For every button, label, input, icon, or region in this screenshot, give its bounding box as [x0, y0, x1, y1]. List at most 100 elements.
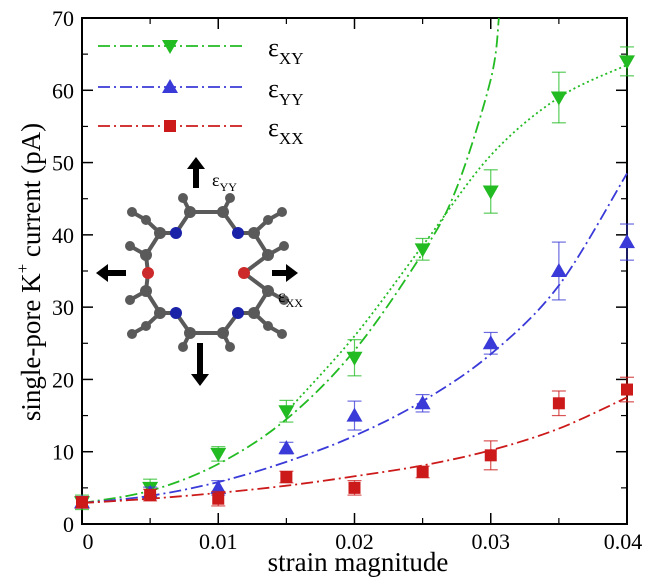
- legend-label-symbol: ε: [268, 113, 279, 142]
- carbon-atom: [141, 321, 151, 331]
- legend-entry-yy: εYY: [98, 74, 303, 109]
- carbon-atom: [154, 307, 166, 319]
- inset-label-xx: εXX: [278, 286, 303, 310]
- data-point-xy: [619, 55, 635, 70]
- legend-entry-xy: εXY: [98, 33, 303, 68]
- carbon-atom: [140, 249, 152, 261]
- inset-label-xx-subscript: XX: [286, 296, 304, 310]
- data-point-xx: [552, 397, 565, 410]
- data-point-yy: [278, 440, 295, 455]
- arrow-head: [187, 157, 205, 169]
- data-point-yy: [414, 395, 431, 410]
- nitrogen-atom: [170, 307, 182, 319]
- carbon-atom: [184, 327, 196, 339]
- data-point-xx: [76, 496, 88, 509]
- carbon-atom: [279, 295, 289, 305]
- carbon-atom: [225, 342, 235, 352]
- y-tick-label: 20: [52, 367, 74, 392]
- data-point-xx: [416, 465, 429, 478]
- x-tick-label: 0.02: [335, 529, 374, 554]
- x-axis-title: strain magnitude: [268, 547, 449, 577]
- data-point-yy: [346, 407, 363, 422]
- arrow-head: [191, 374, 209, 386]
- strain-arrow-left: [96, 264, 126, 282]
- carbon-atom: [217, 206, 229, 218]
- x-tick-label: 0.01: [199, 529, 238, 554]
- data-point-xx: [212, 492, 225, 505]
- data-point-xy: [550, 91, 567, 106]
- fit-curve-dotted-xy: [285, 64, 628, 413]
- data-point-yy: [619, 234, 635, 249]
- legend-label-symbol: ε: [268, 33, 279, 62]
- x-tick-label: 0.03: [472, 529, 511, 554]
- legend-label-subscript: XX: [279, 129, 304, 148]
- carbon-atom: [141, 215, 151, 225]
- y-axis-title-sup: +: [13, 264, 32, 274]
- data-point-xy: [482, 185, 499, 200]
- carbon-atom: [279, 241, 289, 251]
- carbon-atom: [154, 227, 166, 239]
- arrow-head: [286, 264, 298, 282]
- y-axis-title: single-pore K+ current (pA): [13, 123, 46, 421]
- y-tick-label: 60: [52, 78, 74, 103]
- legend-marker-xy: [162, 40, 178, 54]
- legend-label-xx: εXX: [268, 113, 303, 148]
- data-point-xy: [210, 447, 227, 462]
- data-point-xx: [484, 449, 497, 462]
- carbon-atom: [178, 193, 188, 203]
- carbon-atom: [140, 285, 152, 297]
- strain-arrow-right: [272, 264, 298, 282]
- legend-entry-xx: εXX: [98, 113, 303, 148]
- y-tick-label: 30: [52, 295, 74, 320]
- data-point-xy: [414, 243, 431, 258]
- series-layer: [74, 17, 635, 511]
- legend-marker-xx: [164, 120, 176, 132]
- legend-label-xy: εXY: [268, 33, 303, 68]
- y-tick-label: 40: [52, 223, 74, 248]
- legend-label-symbol: ε: [268, 74, 279, 103]
- nitrogen-atom: [170, 227, 182, 239]
- legend-marker-yy: [162, 79, 178, 93]
- carbon-atom: [225, 193, 235, 203]
- legend-label-yy: εYY: [268, 74, 303, 109]
- carbon-atom: [127, 329, 137, 339]
- y-axis-title-main: single-pore K: [16, 273, 46, 421]
- carbon-atom: [262, 285, 274, 297]
- nitrogen-atom: [232, 307, 244, 319]
- carbon-atom: [262, 249, 274, 261]
- data-point-yy: [550, 263, 567, 277]
- inset-label-yy-subscript: YY: [220, 180, 238, 194]
- carbon-atom: [217, 327, 229, 339]
- legend-label-subscript: YY: [279, 90, 304, 109]
- carbon-atom: [125, 241, 135, 251]
- nitrogen-atom: [232, 227, 244, 239]
- carbon-atom: [277, 329, 287, 339]
- carbon-atom: [248, 307, 260, 319]
- y-tick-label: 10: [52, 440, 74, 465]
- inset-label-yy-symbol: ε: [212, 170, 220, 190]
- oxygen-atom: [142, 267, 154, 279]
- series-xx: [75, 376, 634, 509]
- carbon-atom: [127, 207, 137, 217]
- data-point-xx: [348, 481, 361, 494]
- data-point-xy: [278, 405, 295, 420]
- carbon-atom: [263, 215, 273, 225]
- series-xy: [74, 17, 635, 511]
- data-point-xx: [144, 489, 157, 502]
- y-axis-title-rest: current (pA): [16, 123, 46, 264]
- y-tick-label: 70: [52, 6, 74, 31]
- data-point-xy: [346, 351, 363, 366]
- arrow-head: [96, 264, 108, 282]
- fit-curve-xy: [81, 17, 500, 504]
- y-tick-label: 0: [63, 512, 74, 537]
- pore-structure-inset: εYY εXX: [96, 157, 303, 386]
- data-point-yy: [210, 479, 227, 494]
- x-tick-label: 0: [83, 529, 94, 554]
- plot-frame: [81, 17, 628, 525]
- strain-arrow-down: [191, 343, 209, 386]
- carbon-atom: [277, 207, 287, 217]
- carbon-atom: [178, 342, 188, 352]
- carbon-atom: [263, 321, 273, 331]
